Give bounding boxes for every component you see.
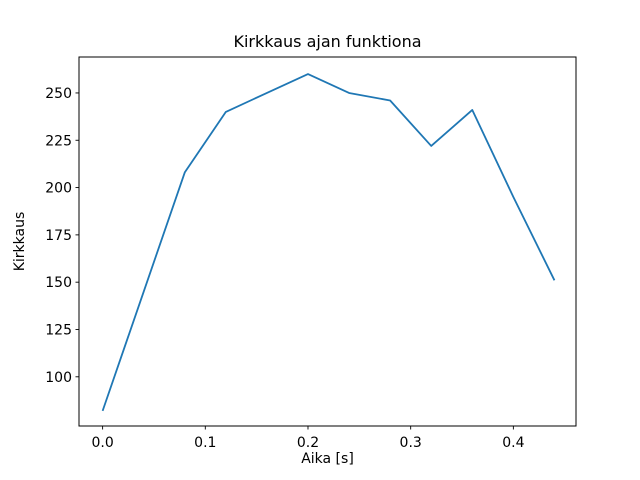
y-tick-label: 225 [45,133,72,149]
y-tick-label: 150 [45,275,72,291]
x-tick-label: 0.2 [297,435,319,451]
x-tick-label: 0.1 [194,435,216,451]
y-tick-label: 100 [45,370,72,386]
chart-title: Kirkkaus ajan funktiona [233,32,421,51]
data-line [101,73,556,412]
x-tick-label: 0.4 [502,435,524,451]
y-tick-label: 175 [45,228,72,244]
y-axis-label: Kirkkaus [12,212,28,272]
y-tick-label: 250 [45,86,72,102]
plot-area [78,56,577,427]
x-axis-label: Aika [s] [301,451,354,467]
x-tick-label: 0.0 [91,435,113,451]
y-tick-label: 125 [45,322,72,338]
x-tick-label: 0.3 [400,435,422,451]
y-tick-label: 200 [45,181,72,197]
